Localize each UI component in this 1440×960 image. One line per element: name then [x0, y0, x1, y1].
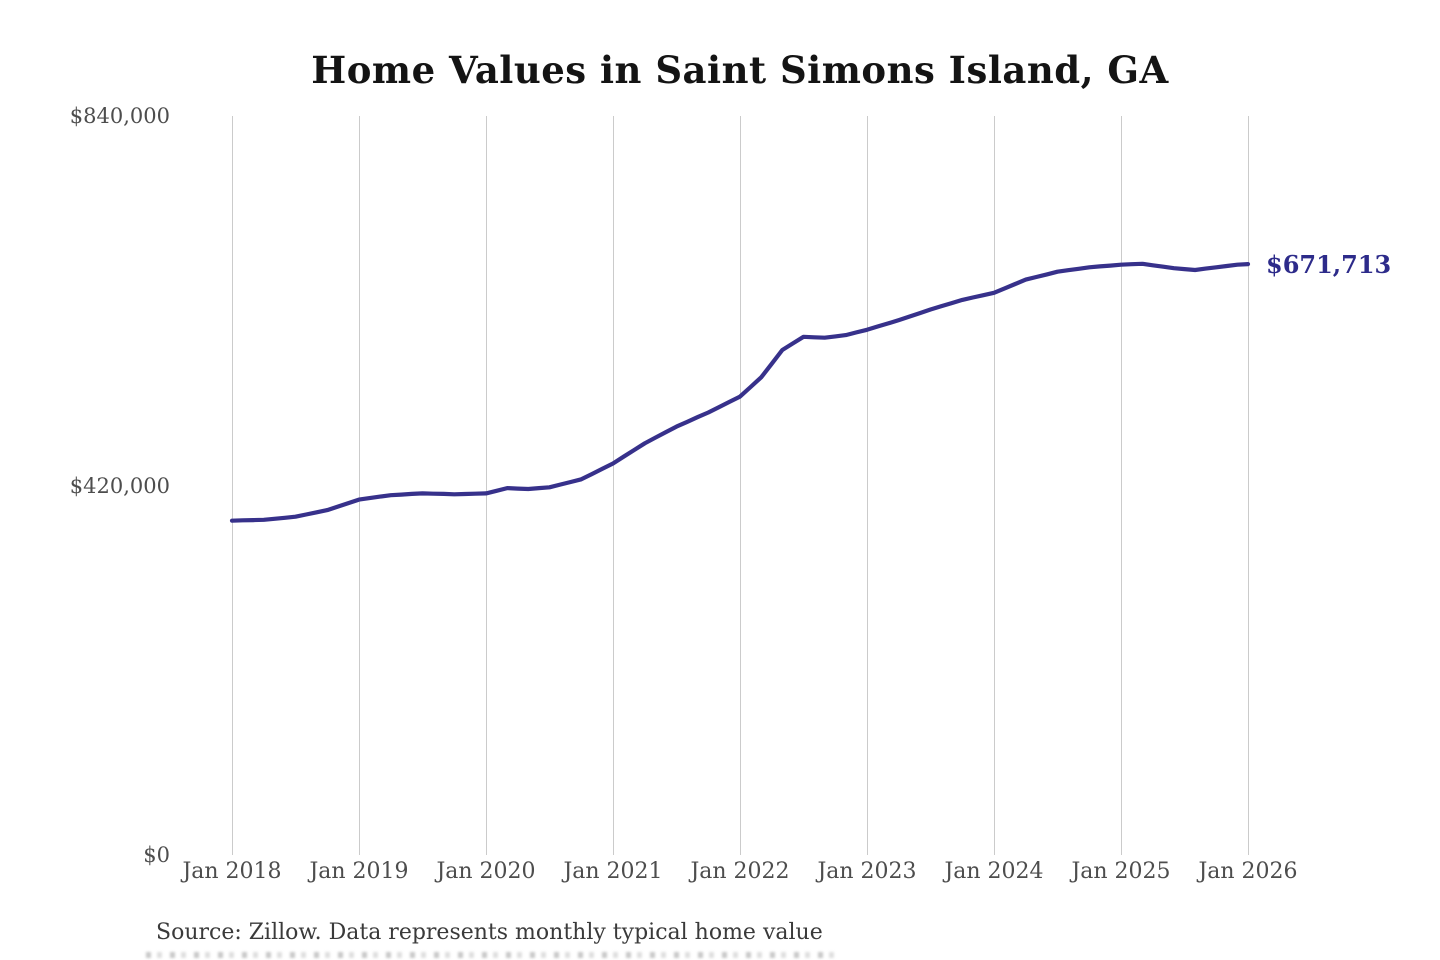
gridline-jan-2023 — [866, 116, 868, 855]
gridline-jan-2025 — [1120, 116, 1122, 855]
x-tick-jan-2020: Jan 2020 — [436, 859, 536, 884]
chart-title: Home Values in Saint Simons Island, GA — [311, 48, 1169, 92]
gridline-jan-2019 — [358, 116, 360, 855]
latest-value-label: $671,713 — [1266, 250, 1392, 280]
gridline-jan-2018 — [231, 116, 233, 855]
source-note: Source: Zillow. Data represents monthly … — [156, 920, 823, 945]
x-tick-jan-2018: Jan 2018 — [182, 859, 282, 884]
gridline-jan-2020 — [485, 116, 487, 855]
y-tick-420000: $420,000 — [69, 473, 170, 498]
clipped-text-artifact — [146, 952, 838, 958]
x-tick-jan-2021: Jan 2021 — [563, 859, 663, 884]
gridline-jan-2026 — [1247, 116, 1249, 855]
gridline-jan-2022 — [739, 116, 741, 855]
x-tick-jan-2025: Jan 2025 — [1071, 859, 1171, 884]
y-tick-0: $0 — [143, 843, 170, 867]
y-tick-840000: $840,000 — [69, 104, 170, 128]
gridline-jan-2021 — [612, 116, 614, 855]
x-tick-jan-2022: Jan 2022 — [690, 859, 790, 884]
x-tick-jan-2019: Jan 2019 — [309, 859, 409, 884]
x-tick-jan-2026: Jan 2026 — [1198, 859, 1298, 884]
x-tick-jan-2023: Jan 2023 — [817, 859, 917, 884]
x-tick-jan-2024: Jan 2024 — [944, 859, 1044, 884]
home-value-line — [229, 261, 1251, 523]
gridline-jan-2024 — [993, 116, 995, 855]
